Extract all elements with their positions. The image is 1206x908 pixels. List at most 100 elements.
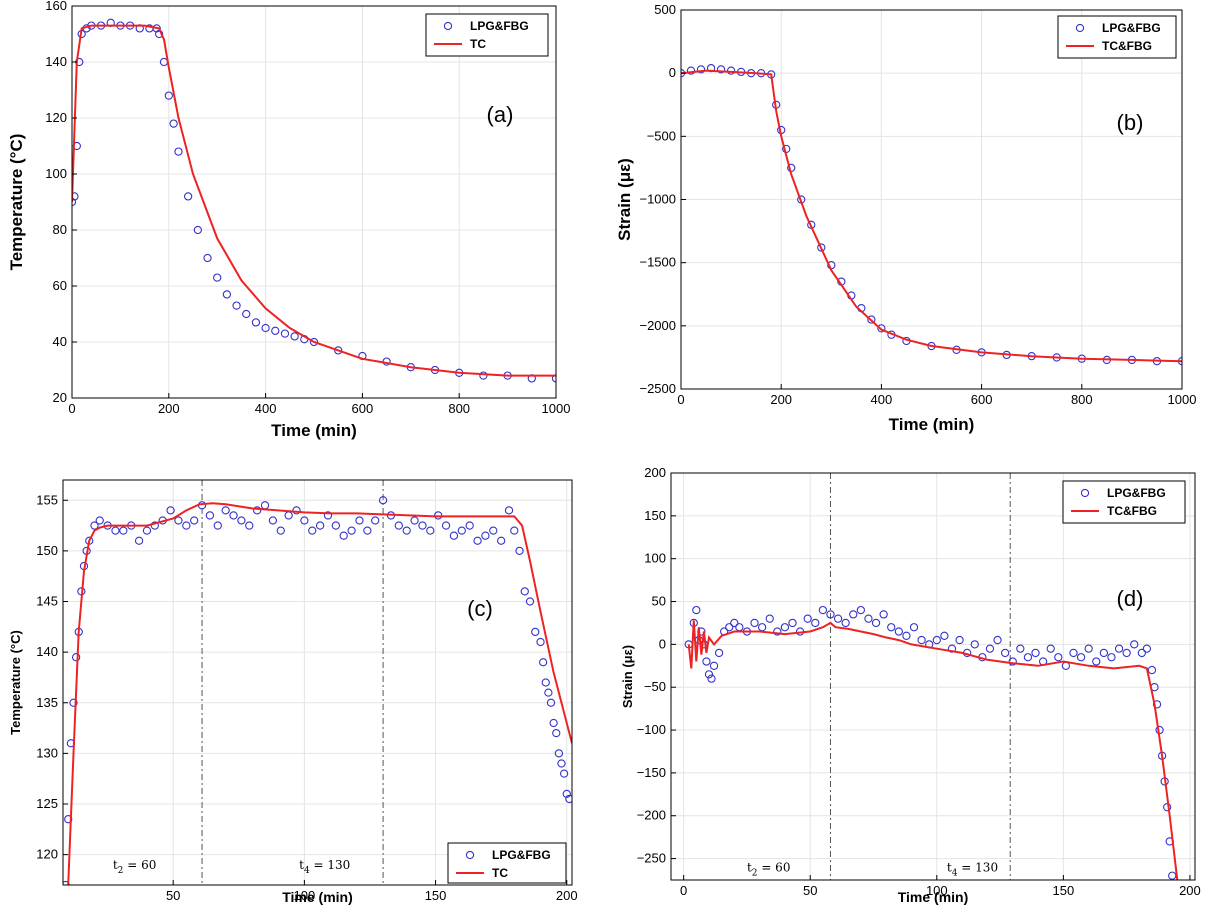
legend-entry: TC (470, 37, 486, 51)
data-point (72, 192, 79, 201)
x-axis-label: Time (min) (282, 889, 353, 905)
data-point (520, 587, 529, 596)
x-tick-label: 100 (926, 883, 948, 898)
data-point (1076, 653, 1086, 662)
x-axis-label: Time (min) (898, 889, 969, 905)
data-point (150, 521, 159, 530)
y-tick-label: 120 (36, 847, 58, 862)
data-point (788, 618, 797, 628)
legend-entry: LPG&FBG (1102, 21, 1161, 35)
y-tick-label: 125 (36, 796, 58, 811)
data-point (841, 618, 850, 628)
data-point (371, 516, 380, 525)
data-point (1142, 644, 1152, 653)
x-tick-label: 50 (803, 883, 817, 898)
data-point (541, 678, 550, 687)
data-layer (684, 605, 1179, 880)
y-tick-label: 50 (652, 594, 666, 609)
y-tick-label: 120 (45, 110, 67, 125)
data-point (765, 614, 774, 623)
data-point (714, 648, 724, 658)
data-point (538, 658, 548, 667)
data-point (203, 253, 212, 263)
x-tick-label: 0 (68, 401, 75, 416)
data-point (549, 718, 558, 728)
data-point (426, 526, 435, 535)
legend-marker (1075, 23, 1085, 33)
chart-panel-b: 0 200 400 600 800 1000 −2500 −2000 −1500 −1000 −50… (615, 2, 1196, 434)
data-point (1092, 657, 1101, 666)
y-tick-label: −2500 (639, 381, 676, 396)
data-point (818, 605, 828, 615)
y-axis-label: Strain (με) (615, 158, 634, 241)
data-point (280, 329, 290, 338)
data-point (955, 635, 964, 645)
panel-label: (a) (487, 102, 514, 127)
data-point (1054, 653, 1063, 662)
data-point (1008, 657, 1017, 666)
data-point (457, 526, 466, 535)
y-tick-label: −1000 (639, 192, 676, 207)
data-point (174, 147, 183, 156)
data-point (1099, 648, 1109, 658)
data-point (902, 631, 911, 640)
data-point (290, 332, 299, 341)
chart-panel-d: 0 50 100 150 200 −250 −200 −150 −100 −50 0 50 100 150… (620, 465, 1201, 905)
series-line (681, 69, 1182, 363)
axes-frame (71, 5, 557, 399)
legend-entry: TC&FBG (1107, 504, 1157, 518)
legend-entry: TC&FBG (1102, 39, 1152, 53)
legend: LPG&FBG TC (425, 13, 549, 57)
data-point (780, 623, 790, 632)
data-point (174, 516, 183, 525)
data-point (339, 531, 348, 540)
data-layer (63, 496, 572, 885)
y-tick-label: 145 (36, 594, 58, 609)
y-tick-label: 140 (45, 54, 67, 69)
data-point (253, 506, 262, 515)
data-point (182, 521, 191, 530)
y-tick-label: −2000 (639, 318, 676, 333)
plot-area (63, 480, 572, 885)
chart-panel-c: 50 100 150 200 120 125 130 135 140 145 150 155 Time … (8, 479, 578, 905)
data-point (292, 506, 301, 515)
x-tick-label: 200 (1179, 883, 1201, 898)
time-marker-annotation: t2 = 60 (113, 858, 157, 876)
panel-label: (c) (467, 596, 493, 621)
data-point (309, 337, 319, 347)
legend: LPG&FBG TC&FBG (1062, 480, 1186, 524)
data-point (877, 324, 886, 333)
data-point (90, 521, 99, 530)
data-point (465, 521, 474, 530)
data-point (245, 521, 254, 530)
y-tick-label: 130 (36, 745, 58, 760)
data-point (205, 511, 215, 520)
data-point (489, 526, 498, 535)
data-point (394, 521, 403, 530)
y-tick-label: −1500 (639, 255, 676, 270)
data-point (803, 614, 812, 623)
x-tick-label: 600 (352, 401, 374, 416)
time-marker-annotation: t2 = 60 (747, 860, 791, 878)
data-point (347, 526, 356, 535)
legend-entry: LPG&FBG (492, 848, 551, 862)
x-tick-label: 600 (971, 392, 993, 407)
data-point (730, 618, 739, 628)
x-tick-label: 400 (255, 401, 277, 416)
y-tick-label: 80 (53, 222, 67, 237)
data-point (221, 506, 230, 515)
data-point (271, 326, 280, 335)
data-point (909, 623, 919, 632)
data-point (565, 794, 572, 804)
data-point (811, 618, 820, 628)
data-point (993, 635, 1002, 645)
data-layer (72, 18, 556, 383)
y-tick-label: 20 (53, 390, 67, 405)
y-tick-label: 155 (36, 492, 58, 507)
data-point (985, 644, 995, 653)
data-point (449, 531, 459, 540)
data-point (536, 637, 545, 647)
data-point (481, 531, 490, 540)
y-tick-label: 135 (36, 695, 58, 710)
legend-box (1057, 15, 1177, 59)
